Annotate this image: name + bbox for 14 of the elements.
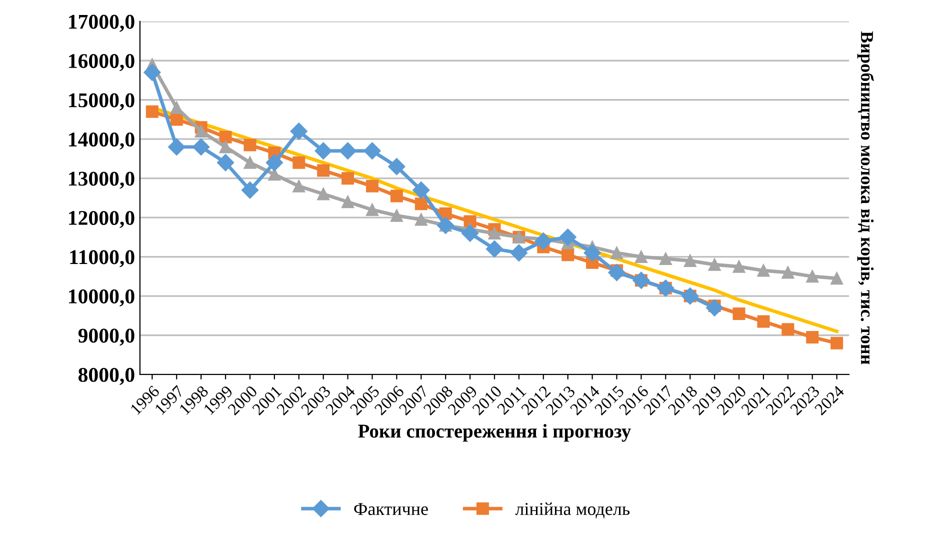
legend-label: лінійна модель: [515, 502, 630, 518]
y-tick-label: 16000,0: [69, 54, 134, 72]
y-tick-label: 13000,0: [69, 172, 134, 189]
legend-label: Фактичне: [354, 503, 428, 516]
y-tick-label: 9000,0: [78, 328, 134, 346]
x-axis-title: Роки спостереження і прогнозу: [358, 424, 631, 442]
y-tick-label: 12000,0: [69, 210, 134, 228]
y-tick-label: 8000,0: [78, 368, 134, 385]
y-axis-title: Виробництво молока від корів, тис. тонн: [857, 31, 874, 364]
y-tick-label: 11000,0: [70, 250, 134, 268]
y-tick-label: 14000,0: [69, 132, 134, 150]
y-tick-label: 15000,0: [69, 93, 134, 110]
y-tick-label: 17000,0: [69, 14, 134, 32]
y-tick-label: 10000,0: [69, 289, 134, 306]
